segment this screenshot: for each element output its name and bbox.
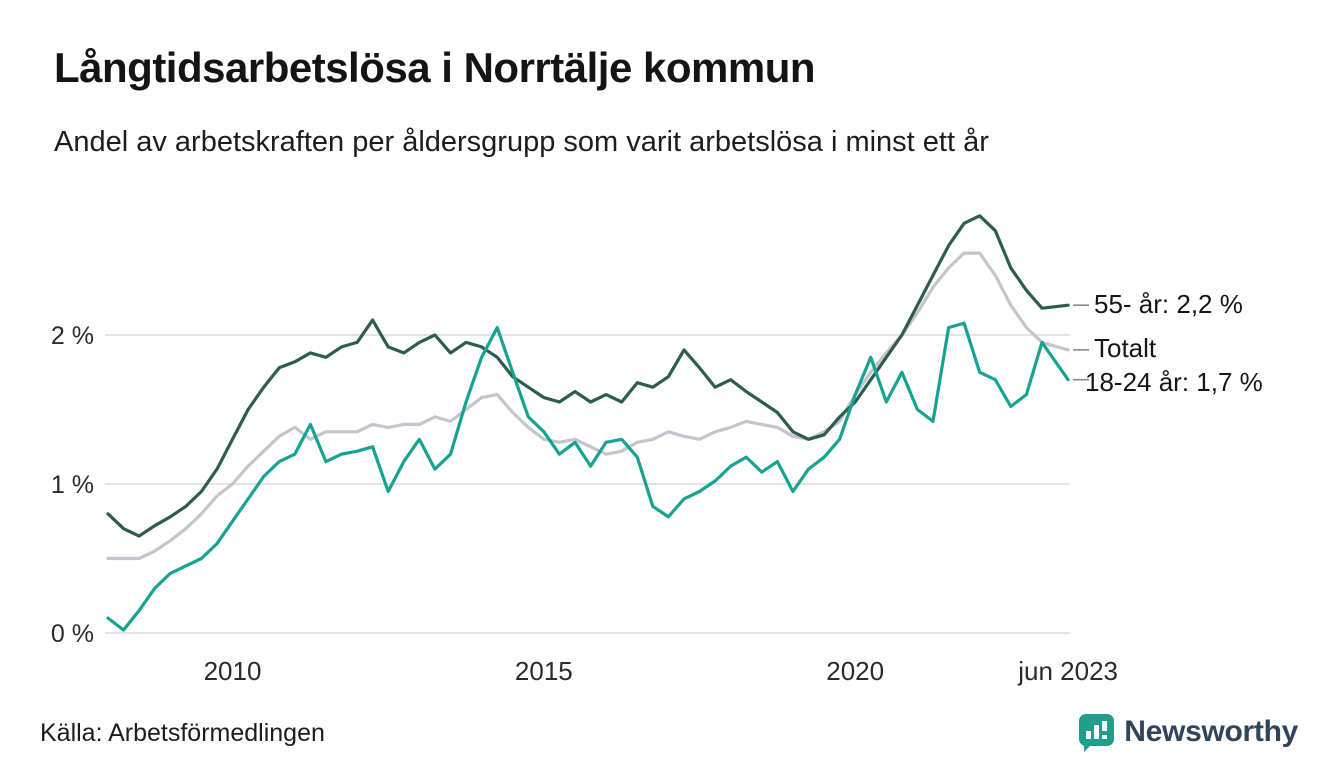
chart-title: Långtidsarbetslösa i Norrtälje kommun xyxy=(54,44,816,91)
chart-subtitle: Andel av arbetskraften per åldersgrupp s… xyxy=(54,126,989,158)
source-note: Källa: Arbetsförmedlingen xyxy=(40,719,325,747)
endpoint-label-55: 55- år: 2,2 % xyxy=(1094,289,1243,319)
brand-lockup: Newsworthy xyxy=(1078,712,1298,752)
plot-svg: 0 % 1 % 2 % 2010 2015 2020 jun 2023 xyxy=(51,214,1118,686)
endpoint-label-1824: 18-24 år: 1,7 % xyxy=(1085,367,1263,397)
y-tick-label: 2 % xyxy=(51,322,94,350)
line-chart: 0 % 1 % 2 % 2010 2015 2020 jun 2023 xyxy=(0,178,1340,708)
y-tick-label: 0 % xyxy=(51,620,94,648)
y-tick-label: 1 % xyxy=(51,471,94,499)
newsworthy-logo-icon xyxy=(1079,714,1115,752)
x-tick-label: 2020 xyxy=(826,656,884,686)
x-tick-label: 2010 xyxy=(204,656,262,686)
series-line-18-24-r xyxy=(106,321,1070,632)
series-line-55-r xyxy=(106,214,1070,538)
x-tick-label: 2015 xyxy=(515,656,573,686)
x-tick-label: jun 2023 xyxy=(1017,656,1118,686)
brand-name: Newsworthy xyxy=(1124,715,1298,748)
endpoint-label-totalt: Totalt xyxy=(1094,333,1157,363)
